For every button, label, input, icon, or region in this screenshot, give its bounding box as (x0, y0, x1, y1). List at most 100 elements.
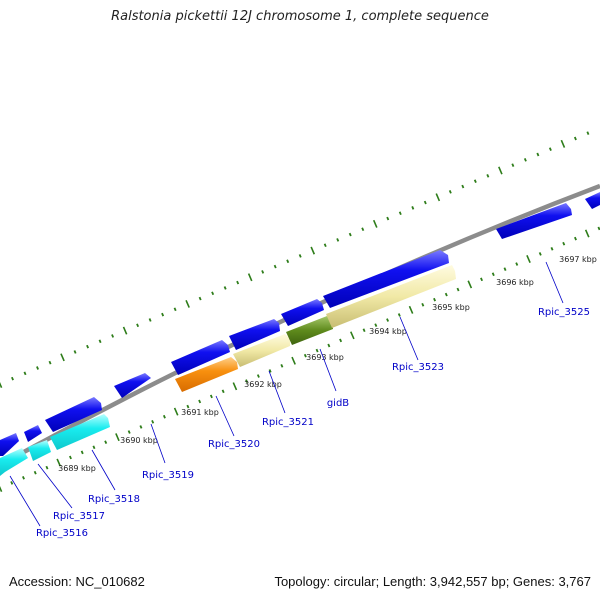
cds-feature[interactable] (496, 203, 572, 239)
gene-leader-line (399, 316, 419, 361)
cds-feature[interactable] (28, 440, 51, 461)
cds-feature[interactable] (114, 373, 151, 398)
cds-feature[interactable] (326, 265, 456, 328)
minor-tick (362, 328, 366, 333)
tick-label: 3695 kbp (432, 303, 470, 312)
cds-feature[interactable] (24, 425, 42, 442)
minor-tick (127, 430, 131, 434)
minor-tick (223, 286, 227, 290)
minor-tick (398, 211, 402, 216)
minor-tick (397, 313, 401, 317)
cds-feature[interactable] (286, 316, 333, 345)
minor-tick (586, 131, 590, 135)
gene-labels: Rpic_3516 Rpic_3517 Rpic_3518 Rpic_3519 Rpic… (9, 261, 590, 539)
tick-label: 3696 kbp (496, 278, 534, 287)
minor-tick (45, 465, 49, 470)
minor-tick (186, 404, 190, 409)
cds-feature[interactable] (233, 334, 290, 367)
accession-text: Accession: NC_010682 (9, 574, 145, 589)
gene-label[interactable]: Rpic_3520 (208, 439, 260, 450)
gene-label[interactable]: Rpic_3521 (262, 417, 314, 428)
minor-tick (562, 241, 566, 246)
tick-label: 3691 kbp (181, 408, 219, 417)
minor-tick (315, 348, 319, 353)
minor-tick (261, 270, 265, 274)
minor-tick (23, 371, 27, 376)
minor-tick (151, 420, 155, 424)
major-tick (291, 356, 296, 365)
gene-label[interactable]: Rpic_3516 (36, 528, 88, 539)
outer-tick-track (0, 131, 590, 388)
minor-tick (22, 475, 25, 480)
gene-leader-line (215, 395, 235, 437)
cds-feature[interactable] (0, 448, 28, 476)
minor-tick (491, 272, 495, 277)
gene-label[interactable]: Rpic_3525 (538, 307, 590, 318)
minor-tick (209, 394, 213, 399)
minor-tick (538, 252, 542, 256)
minor-tick (433, 297, 437, 302)
cds-feature[interactable] (50, 414, 110, 450)
major-tick (584, 229, 590, 238)
cds-feature[interactable] (323, 250, 449, 308)
minor-tick (198, 296, 202, 301)
major-tick (0, 381, 3, 388)
cds-feature[interactable] (281, 299, 324, 326)
major-tick (115, 433, 120, 442)
minor-tick (268, 369, 272, 373)
minor-tick (36, 366, 39, 370)
minor-tick (245, 379, 249, 383)
cds-feature[interactable] (171, 340, 230, 375)
cds-feature[interactable] (0, 433, 19, 456)
gene-leader-line (319, 348, 337, 392)
cds-feature[interactable] (45, 397, 102, 432)
forward-strand-features (0, 192, 600, 456)
minor-tick (480, 277, 483, 282)
tick-label: 3689 kbp (58, 464, 96, 473)
minor-tick (411, 206, 415, 210)
minor-tick (574, 236, 577, 241)
tick-label: 3697 kbp (559, 255, 597, 264)
minor-tick (550, 246, 554, 251)
cds-feature[interactable] (229, 319, 280, 350)
minor-tick (548, 147, 552, 151)
reverse-strand-features (0, 265, 456, 476)
minor-tick (323, 243, 327, 248)
minor-tick (523, 158, 527, 162)
major-tick (498, 166, 503, 175)
cds-feature[interactable] (175, 357, 238, 392)
major-tick (247, 273, 253, 282)
minor-tick (48, 360, 52, 365)
minor-tick (486, 174, 490, 178)
gene-leader-line (150, 423, 166, 464)
gene-label[interactable]: gidB (327, 398, 349, 409)
minor-tick (98, 339, 102, 344)
minor-tick (211, 291, 215, 296)
minor-tick (515, 262, 519, 266)
minor-tick (536, 152, 540, 157)
minor-tick (92, 445, 96, 450)
minor-tick (86, 344, 90, 349)
gene-label[interactable]: Rpic_3517 (53, 511, 105, 522)
major-tick (467, 280, 473, 289)
minor-tick (136, 323, 140, 328)
minor-tick (173, 307, 177, 312)
cds-feature[interactable] (585, 192, 600, 209)
minor-tick (573, 136, 577, 141)
major-tick (408, 305, 414, 314)
gene-label[interactable]: Rpic_3518 (88, 494, 140, 505)
gene-label[interactable]: Rpic_3519 (142, 470, 194, 481)
major-tick (232, 382, 238, 391)
gene-label[interactable]: Rpic_3523 (392, 362, 444, 373)
major-tick (0, 485, 3, 492)
minor-tick (286, 259, 290, 264)
minor-tick (511, 163, 515, 168)
minor-tick (461, 184, 465, 189)
minor-tick (386, 318, 390, 322)
major-tick (526, 254, 531, 263)
major-tick (122, 326, 128, 335)
gene-leader-line (9, 475, 41, 527)
minor-tick (348, 232, 352, 237)
